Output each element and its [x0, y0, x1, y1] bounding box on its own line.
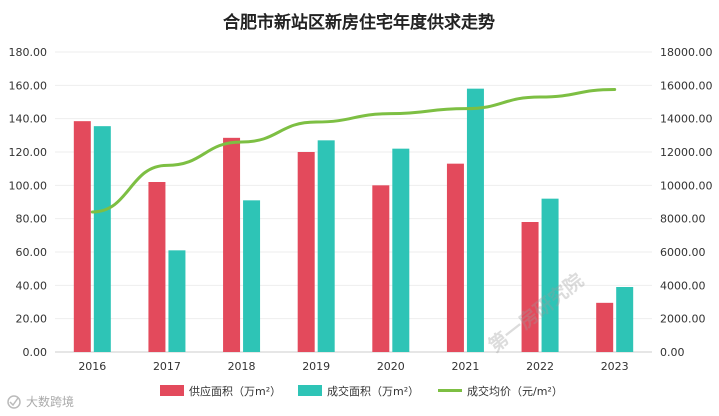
left-tick-label: 0.00	[23, 346, 48, 359]
supply-bar	[372, 185, 390, 352]
price-line	[90, 88, 617, 214]
left-tick-label: 60.00	[16, 246, 48, 259]
source-text: 大数跨境	[26, 394, 74, 409]
left-tick-label: 180.00	[9, 46, 48, 59]
x-tick-label: 2016	[78, 360, 106, 373]
right-axis: 0.00 2000.00 4000.00 6000.00 8000.00 10000.00…	[660, 46, 713, 359]
supply-bar	[148, 182, 166, 352]
x-tick-label: 2020	[377, 360, 405, 373]
right-tick-label: 18000.00	[660, 46, 713, 59]
logo-icon	[7, 395, 21, 409]
x-axis: 2016 2017 2018 2019 2020 2021 2022 2023	[78, 360, 628, 373]
supply-bar	[521, 222, 539, 352]
left-tick-label: 80.00	[16, 213, 48, 226]
left-tick-label: 20.00	[16, 313, 48, 326]
right-tick-label: 4000.00	[660, 279, 706, 292]
right-tick-label: 6000.00	[660, 246, 706, 259]
supply-bar	[596, 302, 614, 352]
x-tick-label: 2023	[601, 360, 629, 373]
right-tick-label: 16000.00	[660, 79, 713, 92]
right-tick-label: 10000.00	[660, 179, 713, 192]
supply-bar	[446, 163, 464, 352]
x-tick-label: 2021	[451, 360, 479, 373]
legend-swatch	[160, 385, 184, 396]
left-tick-label: 100.00	[9, 179, 48, 192]
left-tick-label: 120.00	[9, 146, 48, 159]
chart-title: 合肥市新站区新房住宅年度供求走势	[223, 12, 495, 33]
source-logo: 大数跨境	[7, 394, 74, 409]
left-tick-label: 40.00	[16, 279, 48, 292]
left-axis: 0.00 20.00 40.00 60.00 80.00 100.00 120.00 140.…	[9, 46, 48, 359]
logo-check-icon	[9, 397, 19, 407]
right-tick-label: 12000.00	[660, 146, 713, 159]
transaction-bar	[93, 126, 111, 353]
legend-label: 成交均价（元/m²）	[467, 384, 563, 398]
transaction-bar	[392, 148, 410, 352]
price-line-path	[90, 88, 617, 214]
transaction-bar	[168, 250, 186, 352]
legend-label: 供应面积（万m²）	[189, 384, 281, 398]
transaction-bar	[616, 287, 634, 352]
x-tick-label: 2022	[526, 360, 554, 373]
left-tick-label: 160.00	[9, 79, 48, 92]
supply-bar	[297, 152, 315, 352]
transaction-bar	[466, 88, 484, 353]
transaction-bar	[317, 140, 335, 352]
right-tick-label: 14000.00	[660, 113, 713, 126]
transaction-bar	[541, 198, 559, 352]
transaction-bar	[243, 200, 261, 352]
x-tick-label: 2019	[302, 360, 330, 373]
x-tick-label: 2017	[153, 360, 181, 373]
right-tick-label: 0.00	[660, 346, 685, 359]
legend: 供应面积（万m²） 成交面积（万m²） 成交均价（元/m²）	[160, 384, 563, 398]
bars	[73, 88, 634, 353]
legend-swatch	[298, 385, 322, 396]
supply-bar	[73, 121, 91, 353]
right-tick-label: 2000.00	[660, 313, 706, 326]
right-tick-label: 8000.00	[660, 213, 706, 226]
x-tick-label: 2018	[228, 360, 256, 373]
legend-label: 成交面积（万m²）	[327, 384, 419, 398]
left-tick-label: 140.00	[9, 113, 48, 126]
supply-bar	[223, 137, 241, 352]
